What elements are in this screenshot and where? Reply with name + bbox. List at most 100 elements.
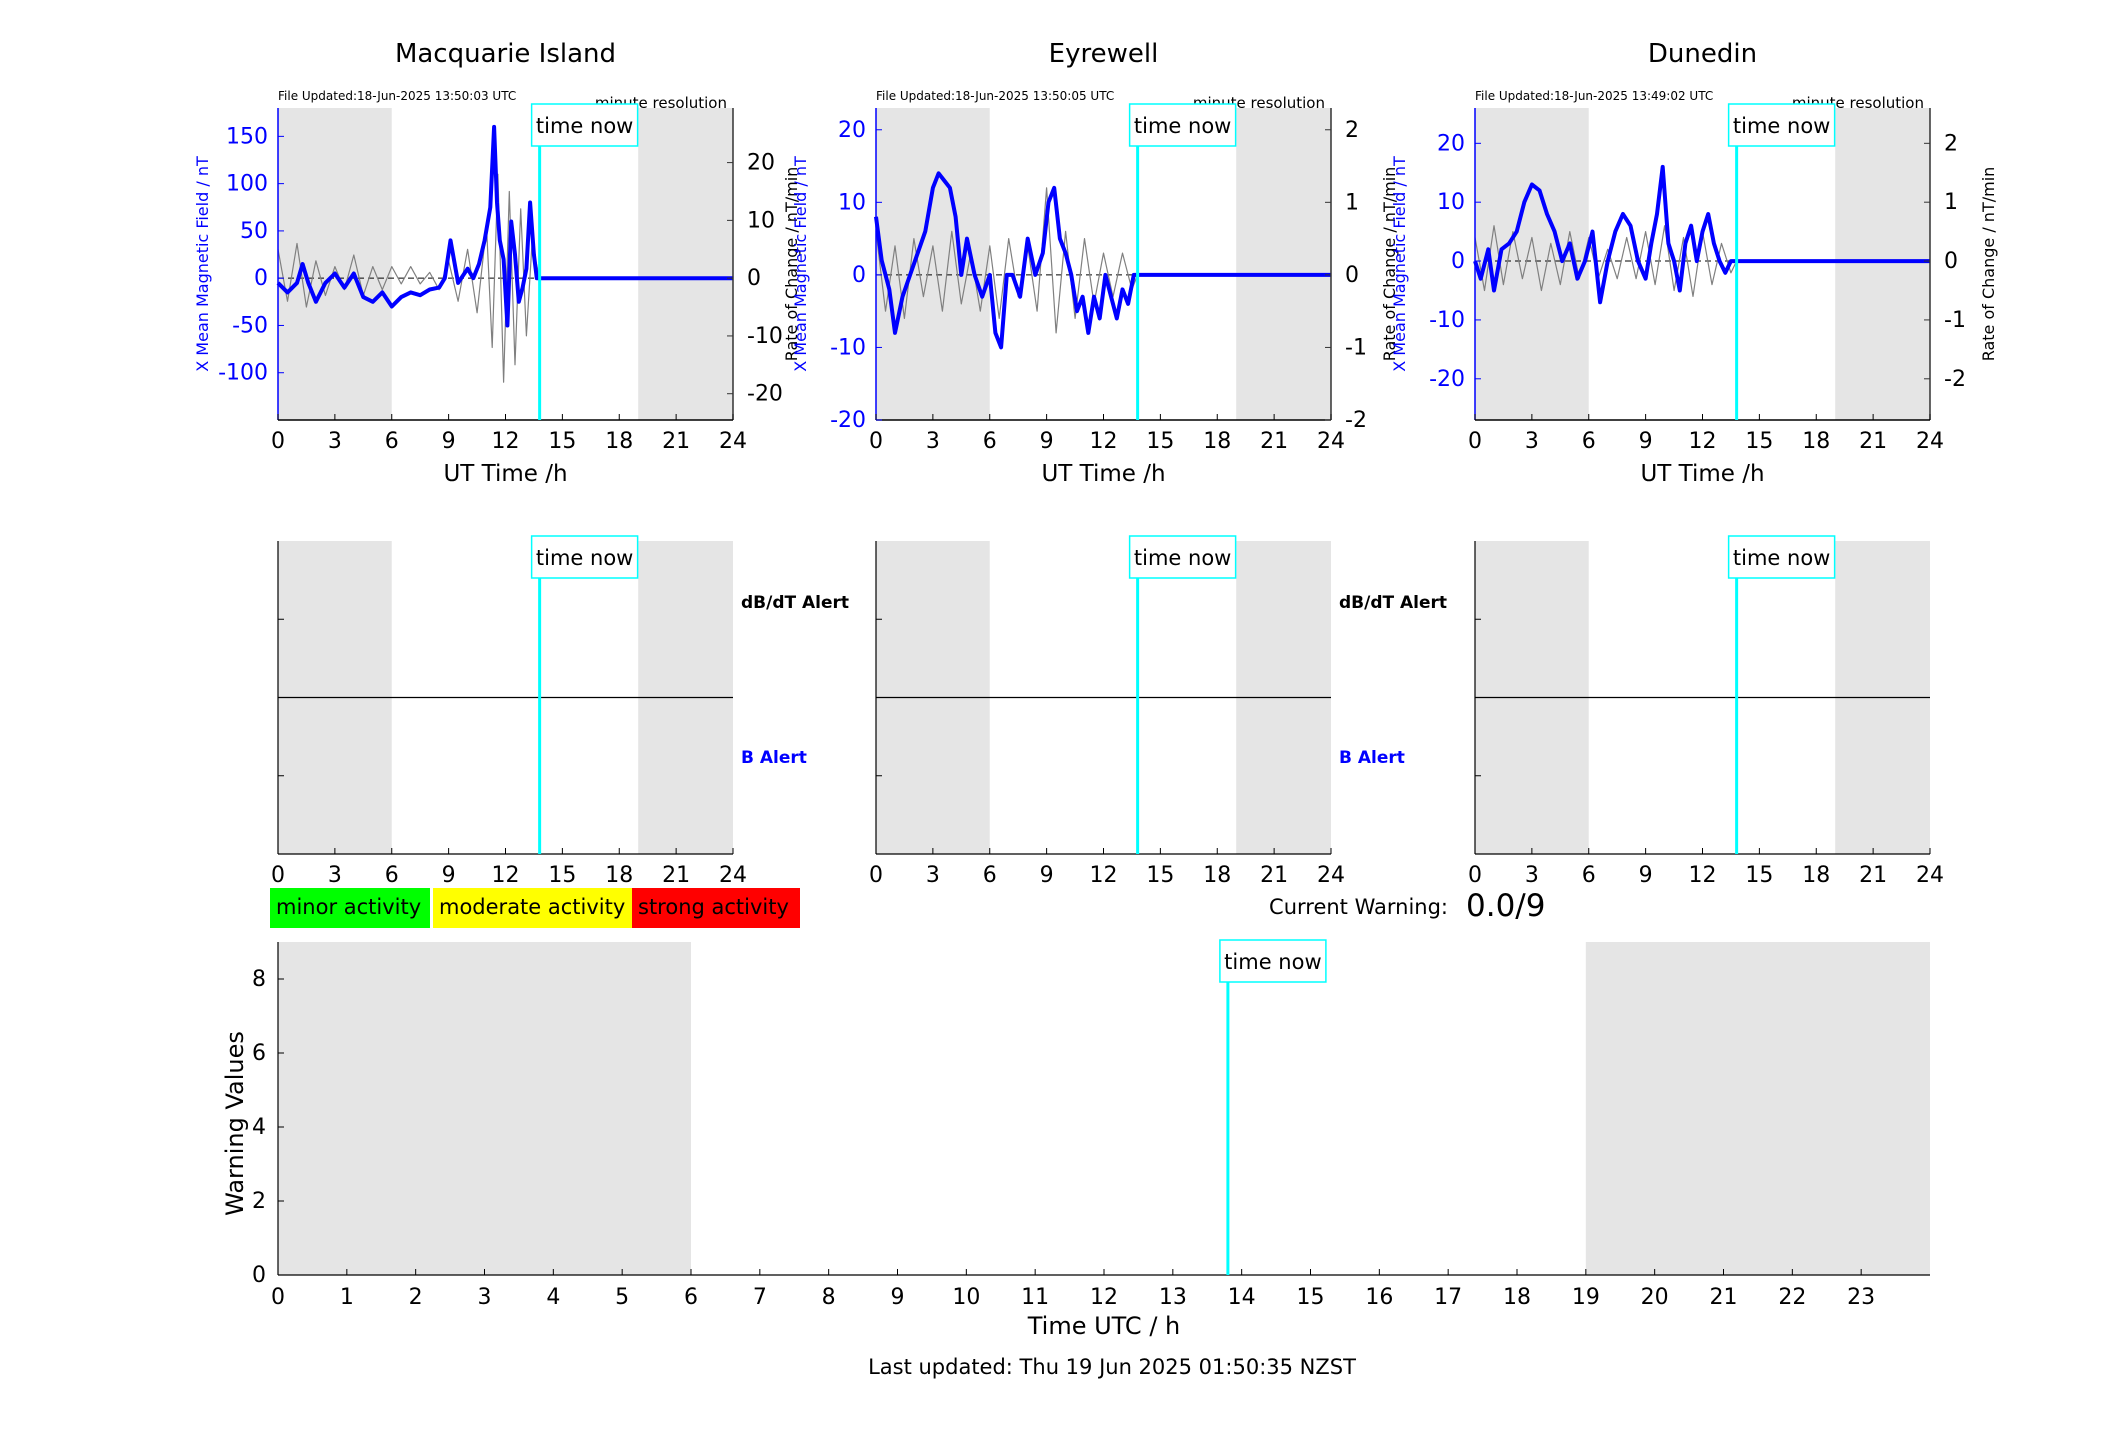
x-tick-label: 6 [1582,863,1596,888]
x-tick-label: 15 [1745,863,1773,888]
night-shade [1236,108,1331,420]
x-tick-label: 12 [1689,429,1717,454]
x-tick-label: 3 [1525,429,1539,454]
y-tick-label-left: -50 [232,313,268,338]
y-tick-label-right: 1 [1944,190,1958,215]
y-axis-title-left: X Mean Magnetic Field / nT [1390,156,1409,372]
x-tick-label: 13 [1159,1285,1187,1310]
x-axis-title: Time UTC / h [1027,1312,1181,1340]
x-tick-label: 12 [492,863,520,888]
x-tick-label: 18 [605,863,633,888]
night-shade [638,108,733,420]
x-tick-label: 18 [605,429,633,454]
x-tick-label: 9 [442,863,456,888]
x-tick-label: 24 [719,429,747,454]
x-tick-label: 5 [615,1285,629,1310]
x-tick-label: 21 [1260,429,1288,454]
x-tick-label: 18 [1802,863,1830,888]
x-tick-label: 9 [891,1285,905,1310]
x-tick-label: 0 [869,429,883,454]
x-tick-label: 22 [1778,1285,1806,1310]
y-tick-label-left: 10 [1437,190,1465,215]
alert-panel: 0 3 6 9 12 15 18 21 24 time now [1468,535,1944,888]
y-tick-label-right: -10 [747,324,783,349]
x-tick-label: 16 [1365,1285,1393,1310]
x-tick-label: 9 [1639,863,1653,888]
x-tick-label: 12 [492,429,520,454]
x-tick-label: 3 [478,1285,492,1310]
field-series-line [276,124,733,328]
night-shade [278,942,691,1275]
x-tick-label: 17 [1434,1285,1462,1310]
file-updated-text: File Updated:18-Jun-2025 13:49:02 UTC [1475,89,1713,103]
time-now-box [1219,939,1327,983]
x-tick-label: 24 [719,863,747,888]
y-tick-label-right: -2 [1944,367,1966,392]
file-updated-text: File Updated:18-Jun-2025 13:50:05 UTC [876,89,1114,103]
current-warning-label: Current Warning: [1269,895,1448,919]
y-tick-label-right: 20 [747,151,775,176]
time-now-label: time now [1733,546,1830,570]
x-tick-label: 3 [926,429,940,454]
station-panel: 0 3 6 9 12 15 18 21 24-100-50050100150-20-100102… [193,39,801,487]
x-tick-label: 15 [548,429,576,454]
x-tick-label: 10 [952,1285,980,1310]
x-tick-label: 0 [271,863,285,888]
time-now-box [1727,535,1836,579]
x-axis-title: UT Time /h [443,461,567,487]
station-title: Eyrewell [1049,39,1159,69]
y-tick-label-right: 2 [1944,131,1958,156]
x-tick-label: 15 [1146,863,1174,888]
y-tick-label: 8 [252,967,266,992]
station-panel: 0 3 6 9 12 15 18 21 24-20-1001020-2-1012Eyrewell… [791,39,1399,487]
field-series-line [1473,164,1930,305]
y-axis-title: Warning Values [221,1031,249,1216]
y-tick-label-left: -10 [1429,308,1465,333]
x-tick-label: 24 [1317,429,1345,454]
y-axis-title-left: X Mean Magnetic Field / nT [791,156,810,372]
night-shade [1585,942,1930,1275]
time-now-label: time now [1134,546,1231,570]
y-tick-label-left: 50 [240,219,268,244]
x-tick-label: 12 [1090,429,1118,454]
night-shade [278,108,392,420]
time-now-box [530,103,639,147]
y-tick-label-right: 0 [747,266,761,291]
b-alert-label: B Alert [741,748,807,768]
y-axis-title-right: Rate of Change / nT/min [1979,167,1998,362]
x-tick-label: 3 [926,863,940,888]
x-tick-label: 0 [1468,863,1482,888]
x-tick-label: 6 [983,429,997,454]
x-tick-label: 0 [1468,429,1482,454]
x-tick-label: 23 [1847,1285,1875,1310]
y-tick-label-right: -20 [747,382,783,407]
x-tick-label: 18 [1203,863,1231,888]
time-now-box [1727,103,1836,147]
y-tick-label-right: 10 [747,208,775,233]
x-tick-label: 18 [1503,1285,1531,1310]
x-tick-label: 24 [1916,863,1944,888]
x-tick-label: 15 [1745,429,1773,454]
y-tick-label: 6 [252,1041,266,1066]
x-tick-label: 6 [385,429,399,454]
x-tick-label: 3 [328,863,342,888]
dbdt-alert-label: dB/dT Alert [1339,593,1447,613]
y-tick-label-right: 0 [1944,249,1958,274]
x-tick-label: 21 [1260,863,1288,888]
x-tick-label: 6 [983,863,997,888]
time-now-label: time now [536,114,633,138]
dbdt-alert-label: dB/dT Alert [741,593,849,613]
time-now-box [1128,535,1237,579]
y-tick-label-left: 100 [226,172,268,197]
x-tick-label: 15 [1297,1285,1325,1310]
x-tick-label: 7 [753,1285,767,1310]
y-tick-label-left: 10 [838,190,866,215]
y-tick-label-left: 20 [1437,131,1465,156]
time-now-label: time now [1224,950,1321,974]
night-shade [1475,108,1589,420]
x-tick-label: 0 [869,863,883,888]
y-axis-title-right: Rate of Change / nT/min [1380,167,1399,362]
station-title: Macquarie Island [395,39,616,69]
x-tick-label: 14 [1228,1285,1256,1310]
